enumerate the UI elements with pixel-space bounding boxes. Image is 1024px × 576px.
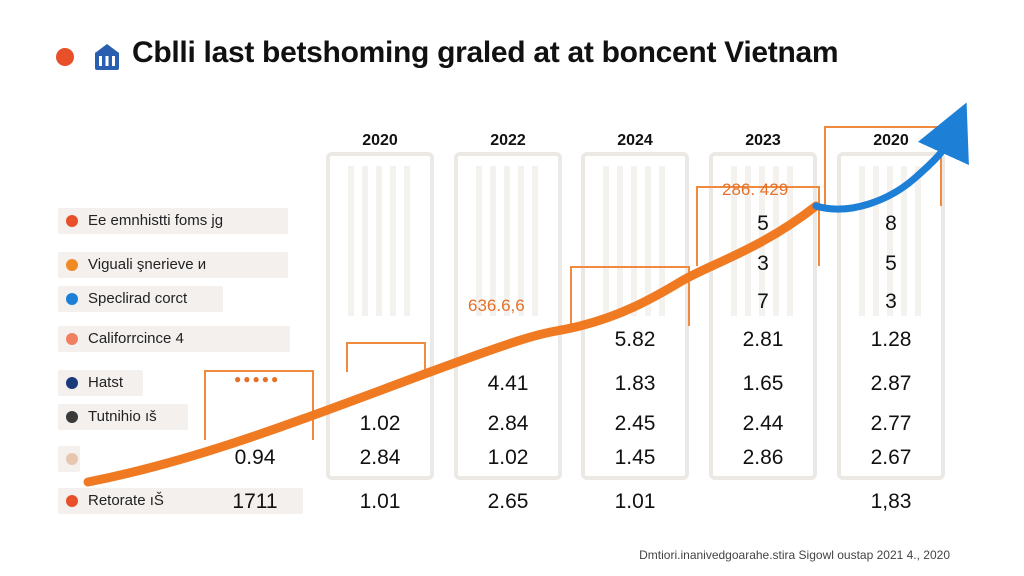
table-cell: 1.83 (614, 372, 656, 395)
callout-label: ●●●●● (234, 372, 281, 386)
table-cell: 0.94 (234, 446, 276, 469)
column-year-header: 2023 (745, 132, 781, 149)
table-cell: 2.77 (870, 412, 912, 435)
table-cell: 5 (757, 212, 769, 235)
table-cell: 2.81 (742, 328, 784, 351)
table-cell: 1711 (232, 490, 278, 513)
column-texture (348, 166, 412, 316)
table-cell: 1.45 (614, 446, 656, 469)
legend-item (58, 446, 80, 472)
legend-label: Viguali şnerieve и (88, 256, 207, 273)
legend-item: Hatst (58, 370, 143, 396)
table-cell: 8 (885, 212, 897, 235)
column-year-header: 2024 (617, 132, 653, 149)
table-cell: 1.02 (359, 412, 401, 435)
table-cell: 1.28 (870, 328, 912, 351)
table-cell: 5 (885, 252, 897, 275)
legend-dot (66, 377, 78, 389)
chart-title: Cblli last betshoming graled at at bonce… (132, 36, 839, 69)
legend-item: Tutnihio ıš (58, 404, 188, 430)
column-texture (476, 166, 540, 316)
legend-label: Retorate ıŠ (88, 492, 164, 509)
building-icon (92, 42, 122, 72)
callout-bracket (204, 370, 314, 440)
column-year-header: 2022 (490, 132, 526, 149)
legend-dot (66, 453, 78, 465)
legend-item: Ee emnhistti foms jg (58, 208, 288, 234)
table-cell: 3 (757, 252, 769, 275)
table-cell: 1.01 (614, 490, 656, 513)
table-cell: 2.67 (870, 446, 912, 469)
table-cell: 7 (757, 290, 769, 313)
callout-bracket (570, 266, 690, 326)
callout-bracket (824, 126, 942, 206)
table-cell: 2.86 (742, 446, 784, 469)
legend-dot (66, 495, 78, 507)
legend-dot (66, 293, 78, 305)
blue-trend-arrow (812, 102, 969, 213)
table-cell: 2.65 (487, 490, 529, 513)
legend-dot (66, 215, 78, 227)
title-bullet-dot (56, 48, 74, 66)
legend-label: Califorrcince 4 (88, 330, 184, 347)
table-cell: 1.02 (487, 446, 529, 469)
source-note: Dmtiori.inanivedgoarahe.stira Sigowl ous… (639, 548, 950, 562)
table-column-frame (326, 152, 434, 480)
table-cell: 2.45 (614, 412, 656, 435)
table-cell: 1.01 (359, 490, 401, 513)
callout-bracket (346, 342, 426, 372)
legend-item: Retorate ıŠ (58, 488, 303, 514)
legend-dot (66, 259, 78, 271)
legend-label: Ee emnhistti foms jg (88, 212, 224, 229)
table-cell: 1.65 (742, 372, 784, 395)
callout-label: 636.6,6 (468, 296, 525, 315)
table-cell: 1,83 (870, 490, 912, 513)
callout-bracket (696, 186, 820, 266)
table-cell: 2.44 (742, 412, 784, 435)
legend-dot (66, 333, 78, 345)
table-cell: 5.82 (614, 328, 656, 351)
table-column-frame (454, 152, 562, 480)
legend-item: Speclirad corct (58, 286, 223, 312)
legend-label: Speclirad corct (88, 290, 188, 307)
legend-label: Hatst (88, 374, 124, 391)
table-cell: 3 (885, 290, 897, 313)
table-cell: 2.87 (870, 372, 912, 395)
orange-trend-line (83, 201, 821, 487)
legend-item: Viguali şnerieve и (58, 252, 288, 278)
legend-item: Califorrcince 4 (58, 326, 290, 352)
legend-dot (66, 411, 78, 423)
table-cell: 4.41 (487, 372, 529, 395)
legend-label: Tutnihio ıš (88, 408, 157, 425)
callout-label: 286. 429 (722, 180, 789, 199)
column-year-header: 2020 (873, 132, 909, 149)
column-year-header: 2020 (362, 132, 398, 149)
table-cell: 2.84 (359, 446, 401, 469)
table-cell: 2.84 (487, 412, 529, 435)
table-column-frame (709, 152, 817, 480)
